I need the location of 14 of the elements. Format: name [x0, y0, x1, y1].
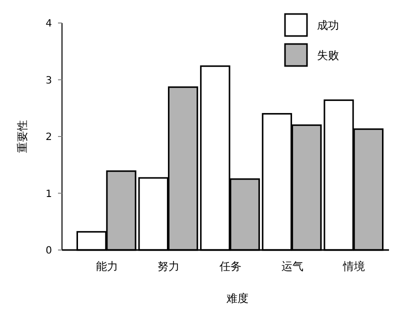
x-tick-label: 能力: [96, 260, 118, 273]
y-tick-label: 4: [46, 18, 52, 30]
y-tick-label: 1: [46, 188, 52, 200]
legend-label: 成功: [317, 18, 339, 32]
x-tick-label: 努力: [158, 260, 180, 273]
y-axis-title: 重要性: [16, 120, 29, 153]
x-axis-title: 难度: [226, 292, 248, 305]
y-tick-label: 3: [46, 75, 52, 86]
x-tick-label: 情境: [342, 260, 366, 273]
x-tick-label: 运气: [281, 260, 304, 273]
legend-label: 失败: [317, 48, 339, 62]
x-tick-label: 任务: [218, 260, 242, 273]
y-tick-label: 0: [46, 246, 52, 256]
y-tick-label: 2: [46, 132, 52, 143]
